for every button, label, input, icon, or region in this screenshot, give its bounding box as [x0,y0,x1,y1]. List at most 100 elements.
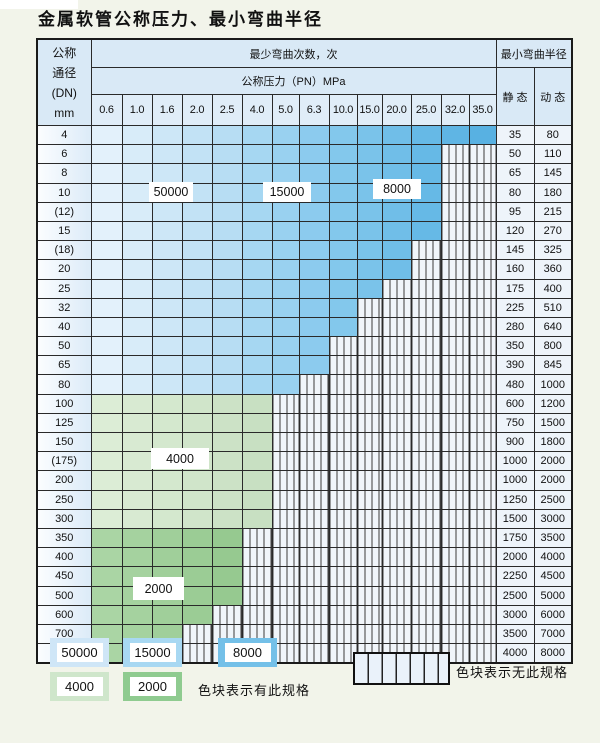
pressure-column-header: 25.0 [410,94,442,126]
spec-cell-available [298,201,330,222]
static-radius-cell: 1000 [495,470,535,491]
spec-cell-unavailable [468,393,497,414]
spec-cell-available [181,393,213,414]
spec-cell-available [90,470,123,491]
spec-cell-unavailable [271,508,300,529]
spec-cell-unavailable [271,623,300,645]
spec-cell-available [121,259,153,280]
spec-cell-available [328,220,358,242]
spec-cell-available [271,220,300,242]
spec-cell-available [90,124,123,146]
dynamic-radius-cell: 640 [533,316,573,338]
table-row: 200 1000 2000 [36,470,573,491]
spec-cell-available [356,163,383,184]
spec-cell-available [90,566,123,587]
spec-cell-unavailable [468,585,497,606]
no-spec-note: 色块表示无此规格 [456,665,569,680]
dn-cell: 25 [36,278,92,299]
spec-cell-available [356,220,383,242]
spec-cell-available [151,316,183,338]
dn-header-line: mm [54,105,75,120]
spec-cell-available [211,470,243,491]
spec-cell-available [121,355,153,376]
spec-cell-available [410,163,442,184]
spec-cell-unavailable [440,374,470,395]
spec-cell-unavailable [440,451,470,472]
spec-cell-available [410,201,442,222]
spec-cell-available [90,355,123,376]
dynamic-radius-cell: 1800 [533,431,573,453]
spec-cell-available [211,355,243,376]
spec-cell-unavailable [298,566,330,587]
spec-cell-available [121,393,153,414]
spec-cell-available [121,220,153,242]
spec-cell-unavailable [468,259,497,280]
spec-cell-available [241,336,273,357]
spec-cell-available [211,297,243,318]
spec-cell-available [90,316,123,338]
spec-cell-unavailable [468,163,497,184]
spec-cell-unavailable [440,585,470,606]
spec-cell-unavailable [410,527,442,549]
spec-cell-unavailable [298,585,330,606]
spec-cell-available [121,182,153,203]
spec-cell-available [90,508,123,529]
spec-cell-unavailable [410,259,442,280]
static-radius-cell: 145 [495,240,535,261]
spec-cell-unavailable [381,451,412,472]
static-radius-cell: 80 [495,182,535,203]
spec-cell-available [151,412,183,434]
dn-cell: 150 [36,431,92,453]
spec-cell-unavailable [328,470,358,491]
table-row: 150 900 1800 [36,431,573,453]
spec-cell-unavailable [381,508,412,529]
band-cycle-label: 8000 [373,179,421,199]
dn-cell: 600 [36,604,92,625]
spec-cell-available [90,431,123,453]
spec-cell-available [241,431,273,453]
spec-cell-available [181,124,213,146]
dynamic-radius-cell: 270 [533,220,573,242]
dn-cell: 125 [36,412,92,434]
spec-cell-available [241,393,273,414]
dynamic-radius-cell: 6000 [533,604,573,625]
spec-cell-available [211,431,243,453]
spec-cell-unavailable [356,374,383,395]
spec-cell-available [181,527,213,549]
spec-cell-unavailable [271,431,300,453]
spec-cell-available [211,124,243,146]
spec-cell-unavailable [410,470,442,491]
static-radius-cell: 350 [495,336,535,357]
spec-cell-unavailable [381,393,412,414]
spec-cell-available [121,124,153,146]
spec-cell-unavailable [241,585,273,606]
no-spec-hatch-swatch [353,652,450,685]
band-cycle-label: 50000 [149,182,193,202]
table-row: 50 350 800 [36,336,573,357]
spec-cell-available [241,278,273,299]
spec-cell-unavailable [356,451,383,472]
spec-cell-available [181,374,213,395]
spec-cell-unavailable [381,489,412,510]
spec-cell-unavailable [271,604,300,625]
spec-cell-unavailable [298,643,330,664]
table-row: 400 2000 4000 [36,547,573,568]
spec-cell-available [271,259,300,280]
spec-cell-available [271,374,300,395]
spec-cell-available [241,259,273,280]
spec-cell-available [211,240,243,261]
spec-cell-unavailable [440,201,470,222]
spec-cell-unavailable [468,527,497,549]
spec-cell-available [328,144,358,165]
spec-cell-available [410,220,442,242]
spec-cell-available [151,220,183,242]
table-row: 300 1500 3000 [36,508,573,529]
dn-cell: (12) [36,201,92,222]
spec-cell-unavailable [410,316,442,338]
spec-cell-available [121,336,153,357]
spec-cell-unavailable [328,508,358,529]
spec-cell-available [241,201,273,222]
dn-cell: 80 [36,374,92,395]
spec-cell-available [181,470,213,491]
spec-cell-unavailable [468,220,497,242]
